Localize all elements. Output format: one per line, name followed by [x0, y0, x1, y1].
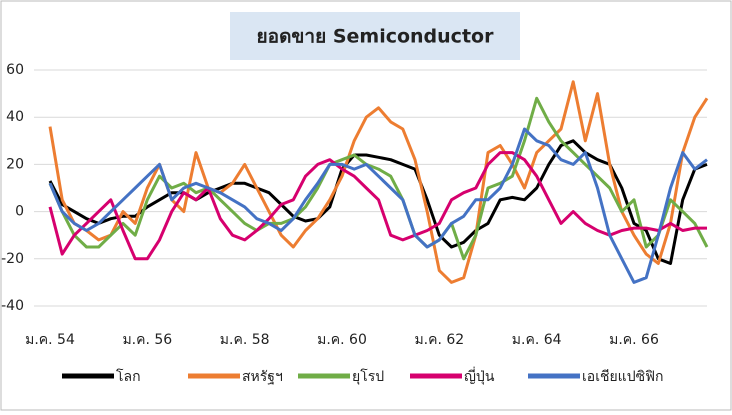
y-tick-label: -40: [1, 298, 24, 314]
legend-label: เอเชียแปซิฟิก: [582, 369, 663, 385]
series-line: [48, 96, 709, 261]
x-tick-label: ม.ค. 56: [122, 332, 172, 348]
y-tick-label: -20: [1, 251, 24, 267]
legend-label: ญี่ปุ่น: [464, 367, 495, 385]
x-tick-label: ม.ค. 54: [25, 332, 75, 348]
chart-title: ยอดขาย Semiconductor: [257, 26, 495, 48]
y-tick-label: 20: [6, 156, 24, 172]
series-line: [48, 127, 708, 284]
legend-label: โลก: [116, 368, 141, 385]
x-tick-label: ม.ค. 66: [609, 332, 659, 348]
title-box: [230, 12, 520, 60]
y-tick-label: 60: [6, 62, 24, 78]
series-line: [48, 151, 707, 261]
y-tick-label: 0: [15, 204, 24, 220]
x-tick-label: ม.ค. 64: [512, 332, 562, 348]
legend-label: สหรัฐฯ: [242, 369, 283, 385]
x-tick-label: ม.ค. 60: [317, 332, 367, 348]
x-tick-label: ม.ค. 58: [220, 332, 270, 348]
legend-label: ยุโรป: [352, 368, 384, 385]
y-tick-label: 40: [6, 109, 24, 125]
series-line: [48, 139, 708, 265]
x-tick-label: ม.ค. 62: [414, 332, 464, 348]
